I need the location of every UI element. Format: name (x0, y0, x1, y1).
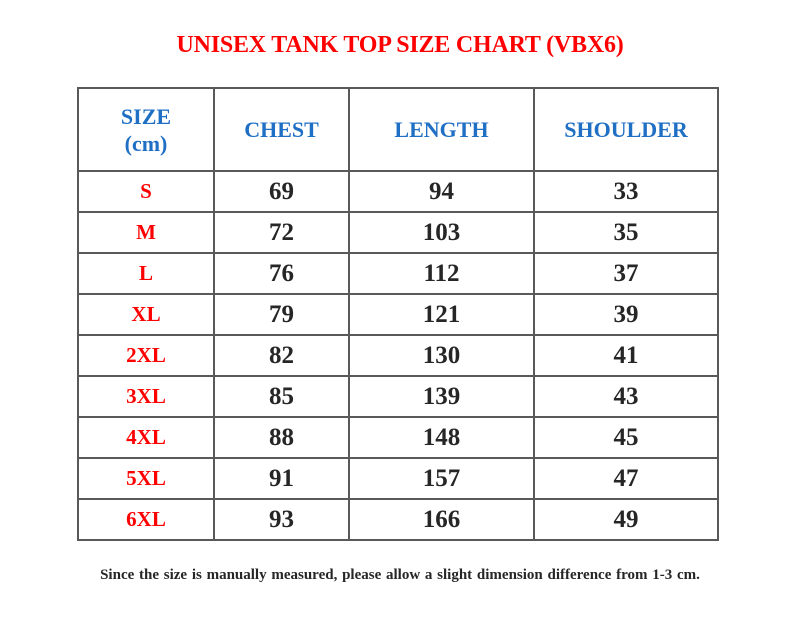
length-value-cell: 112 (348, 252, 535, 295)
shoulder-value-cell: 47 (533, 457, 719, 500)
length-value-cell: 148 (348, 416, 535, 459)
table-row: 5XL 91 157 47 (77, 457, 719, 500)
column-header-size: SIZE (cm) (77, 87, 215, 172)
length-value-cell: 94 (348, 170, 535, 213)
shoulder-value-cell: 43 (533, 375, 719, 418)
chest-value-cell: 72 (213, 211, 350, 254)
shoulder-value-cell: 41 (533, 334, 719, 377)
size-label-cell: 2XL (77, 334, 215, 377)
size-label-cell: 4XL (77, 416, 215, 459)
column-header-shoulder: SHOULDER (533, 87, 719, 172)
table-row: L 76 112 37 (77, 252, 719, 295)
shoulder-value-cell: 33 (533, 170, 719, 213)
chest-value-cell: 69 (213, 170, 350, 213)
chest-value-cell: 88 (213, 416, 350, 459)
length-value-cell: 130 (348, 334, 535, 377)
length-value-cell: 166 (348, 498, 535, 541)
length-value-cell: 139 (348, 375, 535, 418)
size-label-cell: M (77, 211, 215, 254)
table-row: 4XL 88 148 45 (77, 416, 719, 459)
column-header-chest: CHEST (213, 87, 350, 172)
shoulder-value-cell: 37 (533, 252, 719, 295)
shoulder-value-cell: 35 (533, 211, 719, 254)
shoulder-value-cell: 49 (533, 498, 719, 541)
size-label-cell: 3XL (77, 375, 215, 418)
chest-value-cell: 82 (213, 334, 350, 377)
chest-value-cell: 93 (213, 498, 350, 541)
size-chart-table: SIZE (cm) CHEST LENGTH SHOULDER S 69 94 … (77, 87, 719, 541)
length-value-cell: 121 (348, 293, 535, 336)
size-label-cell: 5XL (77, 457, 215, 500)
chest-value-cell: 76 (213, 252, 350, 295)
table-row: 2XL 82 130 41 (77, 334, 719, 377)
table-header-row: SIZE (cm) CHEST LENGTH SHOULDER (77, 87, 719, 172)
size-label-cell: S (77, 170, 215, 213)
size-label-cell: L (77, 252, 215, 295)
length-value-cell: 103 (348, 211, 535, 254)
size-label-cell: XL (77, 293, 215, 336)
shoulder-value-cell: 45 (533, 416, 719, 459)
table-row: M 72 103 35 (77, 211, 719, 254)
length-value-cell: 157 (348, 457, 535, 500)
table-row: 6XL 93 166 49 (77, 498, 719, 541)
table-row: S 69 94 33 (77, 170, 719, 213)
column-header-length: LENGTH (348, 87, 535, 172)
size-label-cell: 6XL (77, 498, 215, 541)
table-row: XL 79 121 39 (77, 293, 719, 336)
chest-value-cell: 85 (213, 375, 350, 418)
table-row: 3XL 85 139 43 (77, 375, 719, 418)
page-title: UNISEX TANK TOP SIZE CHART (VBX6) (176, 32, 624, 58)
measurement-note: Since the size is manually measured, ple… (100, 567, 700, 583)
chest-value-cell: 79 (213, 293, 350, 336)
shoulder-value-cell: 39 (533, 293, 719, 336)
chest-value-cell: 91 (213, 457, 350, 500)
